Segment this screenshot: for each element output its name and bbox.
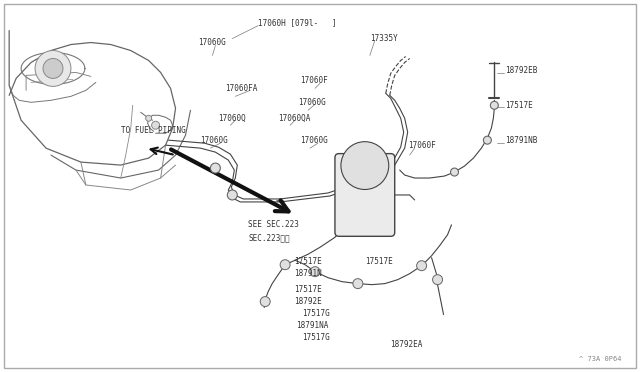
Text: 17060G: 17060G xyxy=(200,136,228,145)
Circle shape xyxy=(341,142,388,189)
Circle shape xyxy=(211,163,220,173)
Circle shape xyxy=(353,279,363,289)
Text: 17060QA: 17060QA xyxy=(278,114,310,123)
Text: 17060Q: 17060Q xyxy=(218,114,246,123)
Circle shape xyxy=(280,260,290,270)
Circle shape xyxy=(43,58,63,78)
Text: ^ 73A 0P64: ^ 73A 0P64 xyxy=(579,356,621,362)
Circle shape xyxy=(310,267,320,277)
Text: SEC.223参照: SEC.223参照 xyxy=(248,233,290,242)
Text: SEE SEC.223: SEE SEC.223 xyxy=(248,220,299,230)
Text: 17517E: 17517E xyxy=(365,257,392,266)
Text: 17517G: 17517G xyxy=(302,333,330,342)
Text: 17060G: 17060G xyxy=(198,38,226,47)
Circle shape xyxy=(227,190,237,200)
Text: 17060G: 17060G xyxy=(298,98,326,107)
Circle shape xyxy=(483,136,492,144)
Text: 17060G: 17060G xyxy=(300,136,328,145)
Text: 18792E: 18792E xyxy=(294,297,322,306)
Circle shape xyxy=(433,275,442,285)
Text: 17060H [079l-   ]: 17060H [079l- ] xyxy=(258,18,337,27)
Text: 18792EB: 18792EB xyxy=(506,66,538,75)
Circle shape xyxy=(490,101,499,109)
Circle shape xyxy=(417,261,427,271)
Text: 17060FA: 17060FA xyxy=(225,84,258,93)
Text: 17517E: 17517E xyxy=(506,101,533,110)
Circle shape xyxy=(451,168,458,176)
Circle shape xyxy=(152,121,159,129)
Circle shape xyxy=(35,51,71,86)
Text: TO FUEL PIPING: TO FUEL PIPING xyxy=(121,126,186,135)
Text: 17517E: 17517E xyxy=(294,285,322,294)
Text: 17517E: 17517E xyxy=(294,257,322,266)
Text: 17060F: 17060F xyxy=(408,141,435,150)
Text: 17060F: 17060F xyxy=(300,76,328,85)
Text: 18792EA: 18792EA xyxy=(390,340,422,349)
Text: 17335Y: 17335Y xyxy=(370,34,397,43)
Text: 17517G: 17517G xyxy=(302,309,330,318)
Circle shape xyxy=(260,296,270,307)
Circle shape xyxy=(146,115,152,121)
Text: 18791NA: 18791NA xyxy=(296,321,328,330)
Text: 18791NB: 18791NB xyxy=(506,136,538,145)
Text: 18791N: 18791N xyxy=(294,269,322,278)
FancyBboxPatch shape xyxy=(335,154,395,236)
